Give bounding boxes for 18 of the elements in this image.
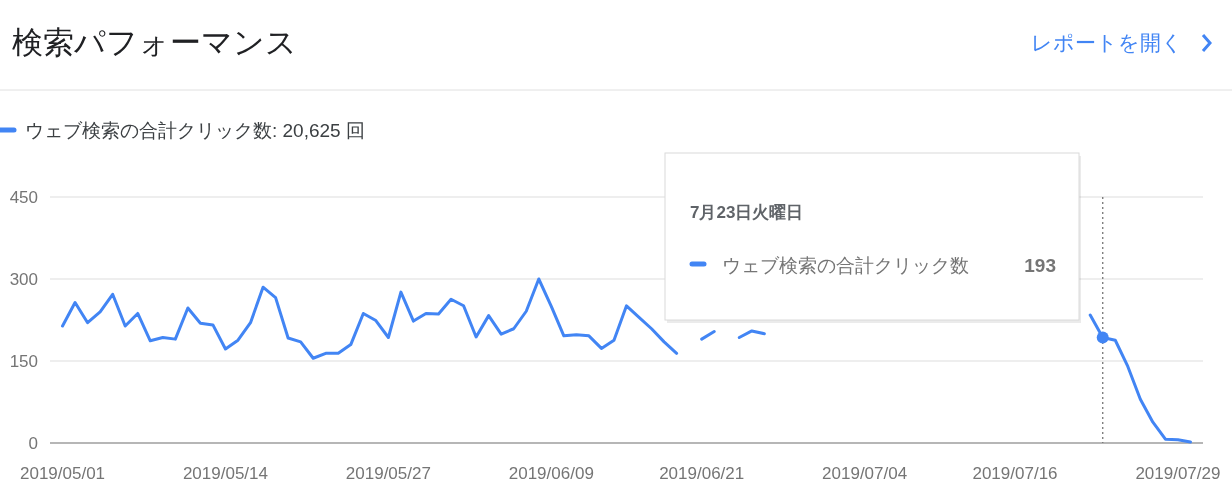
x-tick-label: 2019/05/14	[182, 464, 268, 483]
x-tick-label: 2019/07/16	[972, 464, 1058, 483]
chart-title: 検索パフォーマンス	[12, 25, 297, 60]
annotation: 193	[1024, 255, 1056, 276]
x-tick-label: 2019/05/01	[20, 464, 106, 483]
x-tick-label: 2019/05/27	[345, 464, 431, 483]
x-tick-label: 2019/06/09	[508, 464, 594, 483]
y-tick-label: 150	[9, 352, 38, 371]
x-tick-label: 2019/07/29	[1135, 464, 1221, 483]
x-tick-label: 2019/07/04	[822, 464, 908, 483]
annotation: 7月23日火曜日	[690, 203, 804, 222]
y-tick-label: 300	[9, 270, 38, 289]
legend-label: ウェブ検索の合計クリック数: 20,625 回	[25, 120, 365, 141]
y-tick-label: 450	[9, 188, 38, 207]
x-tick-label: 2019/06/21	[659, 464, 745, 483]
annotation: ウェブ検索の合計クリック数	[722, 255, 969, 276]
text: レポートを開く	[1031, 31, 1183, 54]
y-tick-label: 0	[28, 434, 38, 453]
